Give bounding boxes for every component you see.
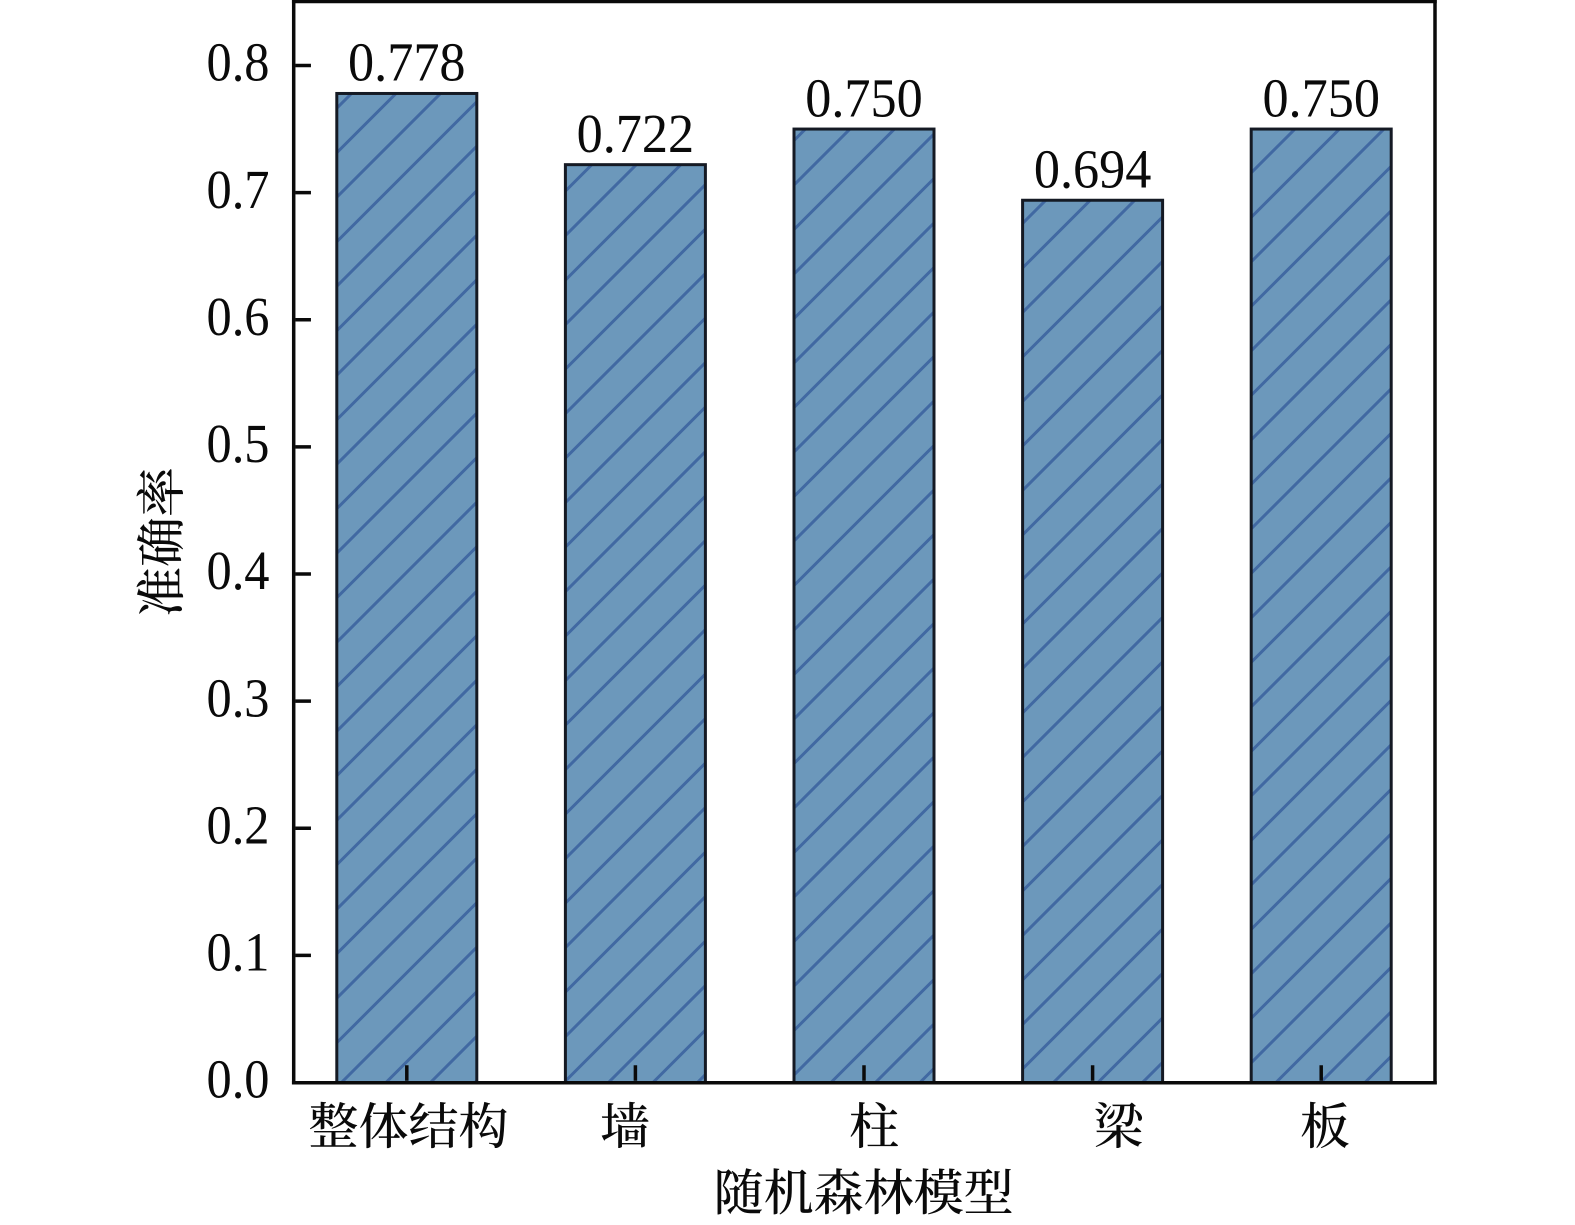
svg-text:0.3: 0.3: [207, 667, 270, 728]
svg-text:0.5: 0.5: [207, 413, 270, 474]
svg-text:0.722: 0.722: [577, 103, 695, 164]
svg-text:0.2: 0.2: [207, 794, 270, 855]
svg-text:0.750: 0.750: [805, 67, 923, 128]
svg-text:0.0: 0.0: [207, 1049, 270, 1110]
svg-text:0.6: 0.6: [207, 286, 270, 347]
svg-text:0.7: 0.7: [207, 159, 270, 220]
svg-text:0.1: 0.1: [207, 922, 270, 983]
svg-text:0.750: 0.750: [1262, 67, 1380, 128]
svg-text:0.694: 0.694: [1034, 138, 1152, 199]
svg-text:0.8: 0.8: [207, 32, 270, 93]
svg-text:0.4: 0.4: [207, 540, 270, 601]
svg-text:0.778: 0.778: [348, 32, 466, 93]
